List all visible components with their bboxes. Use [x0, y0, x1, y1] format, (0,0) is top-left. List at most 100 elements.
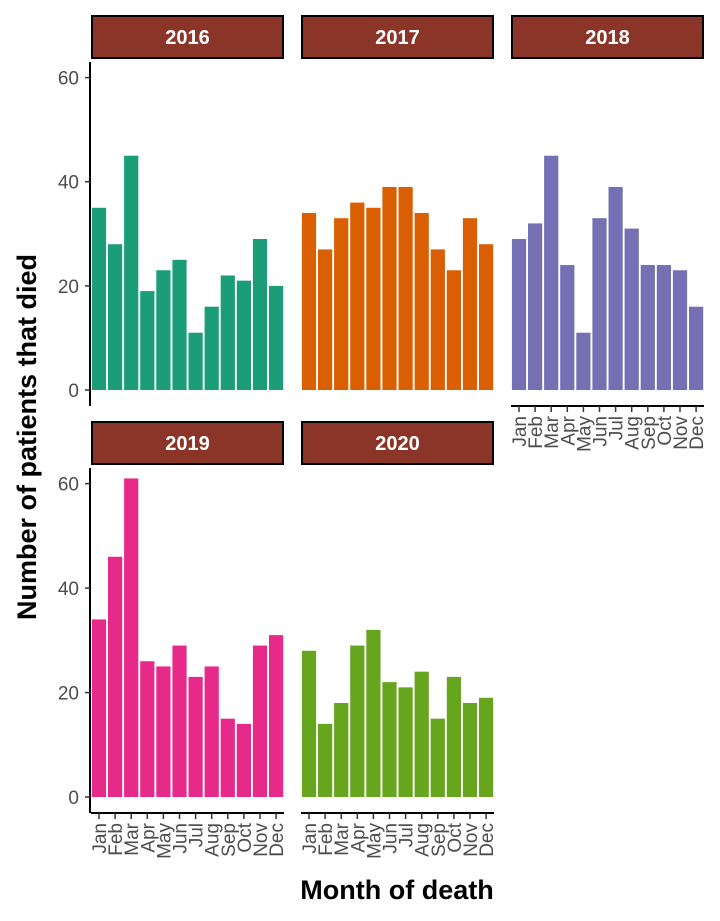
bar-2016-Jun: [172, 259, 187, 390]
bar-2016-Jan: [91, 207, 107, 390]
x-tick-label: Sep: [219, 823, 240, 857]
x-tick-label: Jun: [591, 416, 612, 447]
bar-2018-Jul: [608, 186, 623, 390]
bar-2018-Jun: [592, 218, 607, 390]
x-tick-label: Oct: [235, 822, 256, 852]
bar-2020-Mar: [334, 703, 349, 797]
facet-strip-label: 2017: [375, 27, 420, 49]
x-tick-label: Mar: [122, 822, 143, 855]
bar-2019-Oct: [236, 723, 251, 797]
bar-2017-Jan: [301, 212, 317, 390]
x-tick-label: Jul: [187, 823, 208, 847]
bar-2020-Aug: [414, 671, 429, 797]
facet-strip: [91, 15, 284, 59]
x-tick-label: Nov: [671, 416, 692, 450]
bar-2017-Feb: [318, 249, 333, 390]
x-tick-label: Dec: [477, 823, 498, 857]
x-tick-label: Feb: [316, 823, 337, 856]
bar-2019-Mar: [124, 478, 139, 797]
x-tick-label: Aug: [203, 823, 224, 857]
y-tick-label: 60: [58, 69, 79, 90]
bar-2017-Jun: [382, 186, 397, 390]
facet-panel-2016: 2016 0 20 40 60: [58, 15, 284, 406]
bar-2018-May: [576, 332, 591, 390]
bar-2017-Sep: [430, 249, 445, 390]
x-tick-label: May: [574, 416, 595, 452]
bar-2019-Nov: [252, 645, 268, 797]
bar-2017-Oct: [446, 270, 461, 390]
x-tick-label: Mar: [332, 822, 353, 855]
y-tick-label: 20: [58, 277, 79, 298]
facet-panel-2019: 2019 0 20 40 60 JanFebMarAprMayJunJulAugSepOc…: [58, 421, 288, 859]
x-tick-label: Jan: [510, 416, 531, 447]
bar-2018-Dec: [689, 306, 704, 390]
y-tick-label: 60: [58, 475, 79, 496]
facet-strip: [301, 421, 494, 465]
facet-strip-label: 2016: [165, 27, 210, 49]
x-tick-label: Oct: [655, 415, 676, 445]
bar-2018-Jan: [511, 239, 527, 390]
x-axis-title: Month of death: [300, 875, 493, 905]
bar-2017-Nov: [462, 218, 478, 390]
bar-2016-Jul: [188, 332, 203, 390]
bar-2020-Apr: [350, 645, 365, 797]
bar-2019-Aug: [204, 666, 219, 797]
x-tick-label: Jan: [300, 823, 321, 854]
bar-2019-Dec: [269, 635, 284, 797]
bar-2020-Nov: [462, 703, 478, 797]
x-tick-label: Dec: [267, 823, 288, 857]
facet-panels: 2016 0 20 40 60 2017 2018JanFebMarAprMayJunJul…: [58, 15, 708, 859]
y-axis-title: Number of patients that died: [12, 254, 42, 620]
bar-2016-Apr: [140, 291, 155, 390]
x-tick-label: Apr: [348, 822, 369, 852]
bar-2017-Jul: [398, 186, 413, 390]
bar-2018-Mar: [544, 155, 559, 390]
bar-2017-May: [366, 207, 381, 390]
bar-2018-Feb: [528, 223, 543, 390]
x-tick-label: May: [364, 823, 385, 859]
bar-2020-Oct: [446, 676, 461, 797]
facet-strip: [511, 15, 704, 59]
bar-2019-Feb: [108, 556, 123, 797]
bar-2019-May: [156, 666, 171, 797]
facet-strip-label: 2020: [375, 433, 420, 455]
bar-2016-Mar: [124, 155, 139, 390]
bar-2019-Apr: [140, 661, 155, 797]
x-tick-label: May: [154, 823, 175, 859]
y-tick-label: 40: [58, 173, 79, 194]
bar-2018-Aug: [624, 228, 639, 390]
x-tick-label: Oct: [445, 822, 466, 852]
bar-2018-Nov: [672, 270, 688, 390]
bar-2016-Sep: [220, 275, 235, 390]
bar-2018-Sep: [640, 265, 655, 390]
x-tick-label: Dec: [687, 416, 708, 450]
x-tick-label: Jun: [171, 823, 192, 854]
x-tick-label: Feb: [526, 416, 547, 449]
y-tick-label: 0: [68, 788, 79, 809]
x-tick-label: Jul: [397, 823, 418, 847]
x-tick-label: Feb: [106, 823, 127, 856]
y-tick-label: 20: [58, 684, 79, 705]
x-tick-label: Jun: [381, 823, 402, 854]
bar-2016-Aug: [204, 306, 219, 390]
y-tick-label: 0: [68, 381, 79, 402]
bar-2019-Jul: [188, 676, 203, 797]
bar-2019-Jun: [172, 645, 187, 797]
bar-2019-Sep: [220, 718, 235, 797]
x-tick-label: Nov: [461, 823, 482, 857]
bar-2020-Jun: [382, 682, 397, 797]
bar-2018-Oct: [656, 265, 671, 390]
bar-2017-Dec: [479, 244, 494, 390]
facet-panel-2017: 2017: [301, 15, 494, 390]
bar-2016-Feb: [108, 244, 123, 390]
bar-2017-Mar: [334, 218, 349, 390]
bar-2016-Dec: [269, 285, 284, 390]
bar-2019-Jan: [91, 619, 107, 797]
facet-strip: [91, 421, 284, 465]
bar-2020-May: [366, 629, 381, 797]
x-tick-label: Apr: [138, 822, 159, 852]
bar-2016-Oct: [236, 280, 251, 390]
